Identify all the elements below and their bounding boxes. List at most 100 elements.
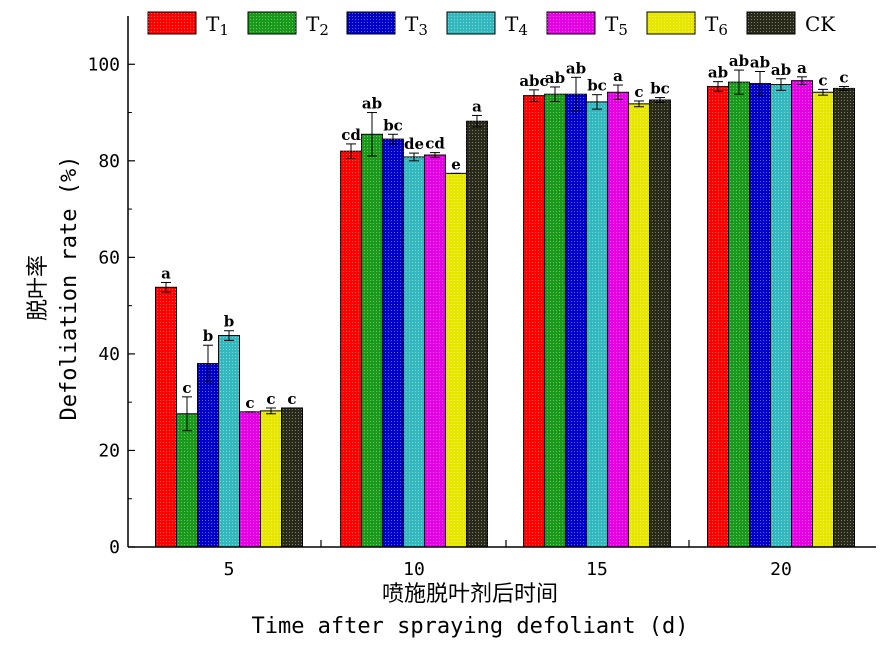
significance-letter: bc [650,80,670,98]
x-tick-label: 15 [586,559,608,580]
bar-texture [523,95,545,548]
bar-texture [155,287,177,547]
y-tick-label: 20 [98,440,120,461]
bar-group: ab [728,52,750,548]
bar-group: cd [340,126,362,548]
significance-letter: ab [729,52,749,70]
bar-group: c [812,71,834,548]
legend-label: T1 [206,12,229,39]
legend-item: T2 [247,11,329,39]
bar-group: c [176,379,198,548]
legend-label: T3 [405,12,428,39]
legend-swatch-texture [647,12,695,34]
legend-swatch-texture [148,12,196,34]
bar-texture [445,173,467,548]
legend-swatch-texture [447,12,495,34]
bar-texture [707,86,729,547]
legend-item: T3 [346,11,428,39]
bar-group: c [260,390,282,548]
bar-group: bc [382,116,404,548]
bar-group: ab [749,54,771,548]
bar-group: ab [361,95,383,548]
bar-group: b [218,313,240,548]
legend-item: T5 [546,11,628,39]
bar-group: a [791,59,813,548]
bar-texture [361,134,383,547]
bar-texture [565,94,587,548]
significance-letter: ab [708,64,728,82]
bar-texture [176,413,198,547]
y-axis-title-cn: 脱叶率 [26,255,51,321]
bar-texture [239,411,261,547]
significance-letter: c [266,390,275,408]
significance-letter: cd [425,135,445,153]
bar-group: a [607,67,629,548]
significance-letter: bc [383,116,403,134]
bar-group: de [403,135,425,548]
x-tick-label: 20 [770,559,792,580]
y-tick-label: 40 [98,344,120,365]
bar-group: e [445,155,467,548]
legend-swatch-texture [248,12,296,34]
x-tick-label: 5 [224,559,235,580]
bar-texture [424,155,446,547]
bar-texture [749,83,771,547]
bar-group: c [833,68,855,548]
legend-swatch-texture [747,12,795,34]
bar-texture [340,151,362,547]
legend-item: T1 [147,11,229,39]
bar-texture [197,363,219,547]
bar-group: ab [770,61,792,548]
x-tick-label: 10 [403,559,425,580]
legend-item: T6 [646,11,728,39]
bar-group: bc [586,77,608,548]
significance-letter: c [634,83,643,101]
significance-letter: c [839,68,848,86]
chart-legend: T1 T2 T3 T4 T5 T6 CK [147,11,836,39]
bar-texture [812,92,834,548]
bar-group: ab [565,59,587,548]
bar-group: abc [519,72,549,548]
bar-texture [649,99,671,548]
axes-layer: 0 20 40 60 80 100 5 10 15 20 [87,16,876,580]
significance-letter: ab [750,54,770,72]
bar-group: ab [544,69,566,548]
x-axis-title-cn: 喷施脱叶剂后时间 [382,582,558,607]
significance-letter: b [203,327,214,345]
y-tick-label: 60 [98,247,120,268]
legend-label: T6 [705,12,728,39]
bar-texture [466,121,488,547]
bar-texture [403,156,425,547]
y-tick-label: 0 [109,537,120,558]
bar-texture [544,94,566,548]
x-axis-title: Time after spraying defoliant (d) [251,614,688,639]
significance-letter: a [613,67,623,85]
legend-swatch-texture [347,12,395,34]
bar-texture [833,88,855,547]
y-tick-label: 100 [87,54,120,75]
significance-letter: abc [519,72,548,90]
bar-texture [260,410,282,547]
bar-texture [728,82,750,547]
bar-texture [791,80,813,547]
significance-letter: a [161,264,171,282]
bar-texture [607,92,629,548]
significance-letter: cd [341,126,361,144]
significance-letter: c [182,379,191,397]
significance-letter: de [404,135,424,153]
legend-item: T4 [446,11,528,39]
bar-group: c [628,83,650,548]
significance-letter: ab [545,69,565,87]
bar-texture [628,103,650,548]
significance-letter: c [287,390,296,408]
significance-letter: ab [362,95,382,113]
significance-letter: c [245,394,254,412]
bar-texture [281,407,303,547]
bar-group: c [239,394,261,548]
bar-group: c [281,390,303,548]
significance-letter: b [224,313,235,331]
y-tick-label: 80 [98,151,120,172]
x-axis-title-group: 喷施脱叶剂后时间 Time after spraying defoliant (… [251,582,688,639]
y-axis-title: Defoliation rate (%) [57,156,82,421]
